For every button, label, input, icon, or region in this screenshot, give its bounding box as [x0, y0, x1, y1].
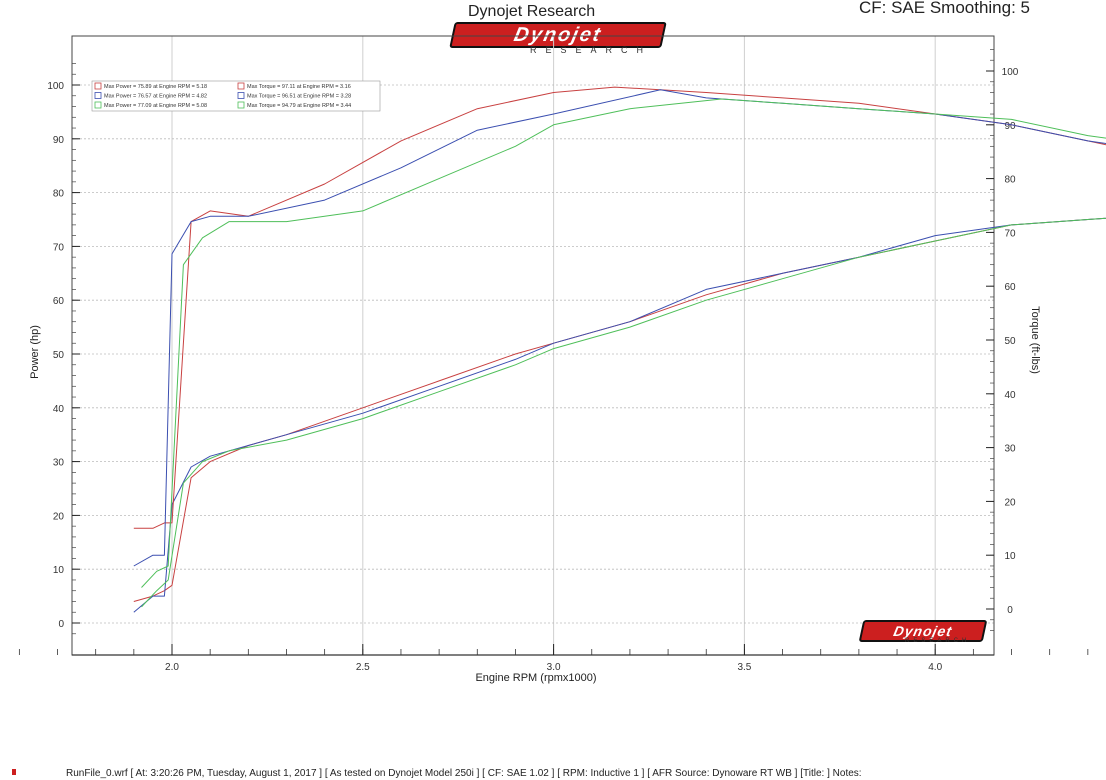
legend-torque-text: Max Torque = 97.11 at Engine RPM = 3.16 [247, 84, 351, 90]
legend-swatch-power [94, 101, 102, 109]
y-right-tick-label: 50 [1004, 336, 1016, 347]
dynojet-logo-small-subtitle: RESEARCH [905, 638, 971, 644]
y-right-tick-label: 60 [1004, 282, 1016, 293]
y-right-tick-label: 10 [1004, 551, 1016, 562]
y-left-tick-label: 80 [53, 189, 65, 200]
plot-border [71, 35, 995, 656]
y-right-tick-label: 0 [1007, 605, 1013, 616]
legend-power-text: Max Power = 75.89 at Engine RPM = 5.18 [104, 84, 207, 90]
legend-box [91, 80, 381, 112]
run-file-footer: RunFile_0.wrf [ At: 3:20:26 PM, Tuesday,… [66, 768, 862, 779]
y-axis-left-label: Power (hp) [29, 325, 41, 379]
legend-swatch-power [94, 82, 102, 90]
y-left-tick-label: 40 [53, 404, 65, 415]
y-left-tick-label: 20 [53, 511, 65, 522]
legend-power-text: Max Power = 77.09 at Engine RPM = 5.08 [104, 103, 207, 109]
x-tick-label: 3.0 [547, 662, 561, 673]
x-tick-label: 2.0 [165, 662, 179, 673]
correction-factor-text: CF: SAE Smoothing: 5 [858, 0, 1030, 17]
y-axis-right-label: Torque (ft-lbs) [1029, 306, 1041, 374]
chart-frame [71, 35, 995, 656]
y-right-tick-label: 40 [1004, 390, 1016, 401]
y-left-tick-label: 30 [53, 458, 65, 469]
legend-swatch-torque [237, 82, 245, 90]
chart-header-title: Dynojet Research [468, 3, 596, 20]
torque-curve-1 [133, 86, 1106, 529]
y-right-tick-label: 90 [1004, 121, 1016, 132]
y-right-tick-label: 20 [1004, 497, 1016, 508]
y-right-tick-label: 100 [1002, 67, 1019, 78]
legend-power-text: Max Power = 76.57 at Engine RPM = 4.82 [104, 94, 207, 100]
y-right-tick-label: 70 [1004, 228, 1016, 239]
chart-legend: Max Power = 75.89 at Engine RPM = 5.18 Ma… [91, 80, 381, 112]
y-left-tick-label: 90 [53, 135, 65, 146]
y-left-tick-label: 10 [53, 565, 65, 576]
x-tick-label: 4.0 [928, 662, 942, 673]
legend-swatch-torque [237, 92, 245, 99]
y-left-tick-label: 70 [53, 242, 65, 253]
legend-torque-text: Max Torque = 94.79 at Engine RPM = 3.44 [247, 103, 351, 109]
power-curve-3 [141, 217, 1106, 608]
x-tick-label: 2.5 [356, 662, 370, 673]
y-left-tick-label: 50 [53, 350, 65, 361]
torque-curve-2 [133, 89, 1106, 567]
x-tick-label: 3.5 [737, 662, 751, 673]
y-left-tick-label: 0 [58, 619, 64, 630]
scan-mark [12, 769, 16, 775]
y-right-tick-label: 30 [1004, 444, 1016, 455]
y-left-tick-label: 60 [53, 296, 65, 307]
power-curve-2 [133, 217, 1106, 613]
y-left-tick-label: 100 [47, 81, 64, 92]
legend-torque-text: Max Torque = 96.51 at Engine RPM = 3.28 [247, 94, 351, 100]
chart-grid [72, 36, 994, 655]
chart-series [133, 86, 1106, 613]
dynojet-logo-subtitle: RESEARCH [530, 45, 653, 55]
legend-swatch-torque [237, 101, 245, 109]
torque-curve-3 [141, 98, 1106, 588]
y-right-tick-label: 80 [1004, 175, 1016, 186]
x-axis-label: Engine RPM (rpmx1000) [475, 672, 596, 684]
legend-swatch-power [94, 92, 102, 99]
chart-ticks: 2.02.53.03.54.04.55.05.56.00102030405060… [18, 49, 1089, 673]
